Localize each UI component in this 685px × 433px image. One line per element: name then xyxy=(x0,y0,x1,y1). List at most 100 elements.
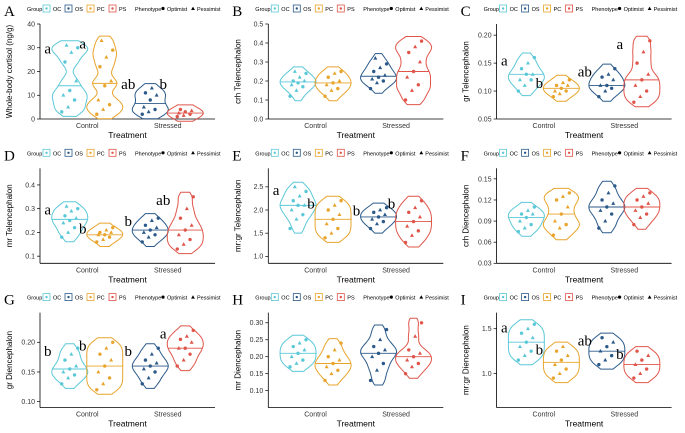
legend-key-dot xyxy=(295,7,298,10)
legend-key-dot xyxy=(523,7,527,10)
data-point xyxy=(648,191,652,195)
y-axis-title: mr Telencephalon xyxy=(5,184,14,247)
legend-key-oc xyxy=(42,4,51,13)
legend-key-dot xyxy=(317,295,320,299)
data-point xyxy=(635,61,639,65)
data-point xyxy=(104,346,109,350)
data-point xyxy=(609,212,614,216)
significance-letter: ab xyxy=(578,65,592,81)
legend-label-pessimist: Pessimist xyxy=(654,7,678,13)
x-tick-label: Stressed xyxy=(611,123,639,130)
legend-label-optimist: Optimist xyxy=(167,296,188,302)
x-tick-label: Stressed xyxy=(382,267,410,274)
x-tick-label: Stressed xyxy=(154,123,182,130)
data-point xyxy=(638,94,643,99)
legend-label-os: OS xyxy=(532,151,540,157)
data-point xyxy=(372,344,376,349)
data-point xyxy=(600,75,604,79)
y-tick-label: 0.09 xyxy=(478,218,492,225)
significance-letter: b xyxy=(44,344,52,360)
data-point xyxy=(611,77,616,82)
legend-phenotype-title: Phenotype xyxy=(363,7,389,13)
triangle-icon xyxy=(419,295,424,299)
legend-key-os xyxy=(521,148,529,157)
data-point xyxy=(613,67,617,71)
data-point xyxy=(63,358,67,362)
legend-key-ps xyxy=(108,148,117,157)
data-point xyxy=(111,225,115,230)
circle-icon xyxy=(618,295,622,299)
legend-key-dot xyxy=(567,295,571,299)
data-point xyxy=(564,222,568,227)
violin-os xyxy=(360,53,398,94)
data-point xyxy=(184,206,189,211)
legend-label-os: OS xyxy=(303,151,311,157)
triangle-icon xyxy=(647,295,652,299)
data-point xyxy=(324,221,329,226)
data-point xyxy=(60,235,64,239)
data-point xyxy=(146,375,151,380)
y-tick-label: 0.15 xyxy=(250,371,264,378)
data-point xyxy=(176,346,181,350)
data-point xyxy=(289,354,294,359)
data-point xyxy=(560,344,565,349)
legend-label-oc: OC xyxy=(53,7,61,13)
legend-label-pc: PC xyxy=(554,7,562,13)
x-tick-label: Control xyxy=(76,267,99,274)
violin-oc xyxy=(51,201,89,243)
legend-group-title: Group xyxy=(255,296,270,302)
legend-key-dot xyxy=(501,7,505,10)
triangle-icon xyxy=(419,6,424,10)
data-point xyxy=(611,339,616,344)
legend-group-title: Group xyxy=(255,7,270,13)
legend-group-title: Group xyxy=(484,296,499,302)
data-point xyxy=(76,46,80,50)
data-point xyxy=(530,335,535,340)
data-point xyxy=(529,78,533,82)
data-point xyxy=(189,340,194,344)
data-point xyxy=(103,84,107,88)
y-tick-label: 0.5 xyxy=(254,21,264,28)
data-point xyxy=(600,198,604,202)
legend-key-os xyxy=(521,293,529,302)
circle-icon xyxy=(618,6,622,11)
data-point xyxy=(403,371,408,376)
legend-label-os: OS xyxy=(532,296,540,302)
legend-label-oc: OC xyxy=(53,151,61,157)
data-point xyxy=(153,370,157,374)
y-axis-title: mr:gr Telencephalon xyxy=(233,180,242,252)
data-point xyxy=(376,351,381,356)
violin-ps xyxy=(623,346,661,384)
significance-letter: ab xyxy=(578,334,592,350)
data-point xyxy=(288,365,292,369)
significance-letter: b xyxy=(160,77,168,93)
violin-pc xyxy=(542,74,580,102)
data-point xyxy=(416,83,421,87)
data-point xyxy=(519,331,524,335)
legend-label-pc: PC xyxy=(554,296,562,302)
y-axis-title: mr:gr Diencephalon xyxy=(462,325,471,395)
data-point xyxy=(323,94,327,98)
panel-g: G Group OC OS PC PS Phenotype Optimist Pessimist… xyxy=(4,293,221,429)
data-point xyxy=(140,382,144,386)
significance-letter: b xyxy=(536,76,544,92)
data-point xyxy=(517,218,522,223)
legend-key-dot xyxy=(567,151,571,154)
data-point xyxy=(69,50,74,54)
data-point xyxy=(291,344,295,349)
data-point xyxy=(597,94,601,99)
y-axis-title: mr Diencephalon xyxy=(233,330,242,390)
data-point xyxy=(181,242,186,246)
legend-key-oc xyxy=(42,148,51,157)
data-point xyxy=(98,65,102,69)
data-point xyxy=(96,369,101,374)
data-point xyxy=(188,112,192,116)
data-point xyxy=(98,230,102,235)
circle-icon xyxy=(161,151,165,155)
data-point xyxy=(565,204,570,209)
legend-label-pc: PC xyxy=(97,296,105,302)
data-point xyxy=(641,194,646,198)
legend-phenotype-title: Phenotype xyxy=(363,296,389,302)
legend-label-os: OS xyxy=(303,7,311,13)
data-point xyxy=(68,88,72,93)
